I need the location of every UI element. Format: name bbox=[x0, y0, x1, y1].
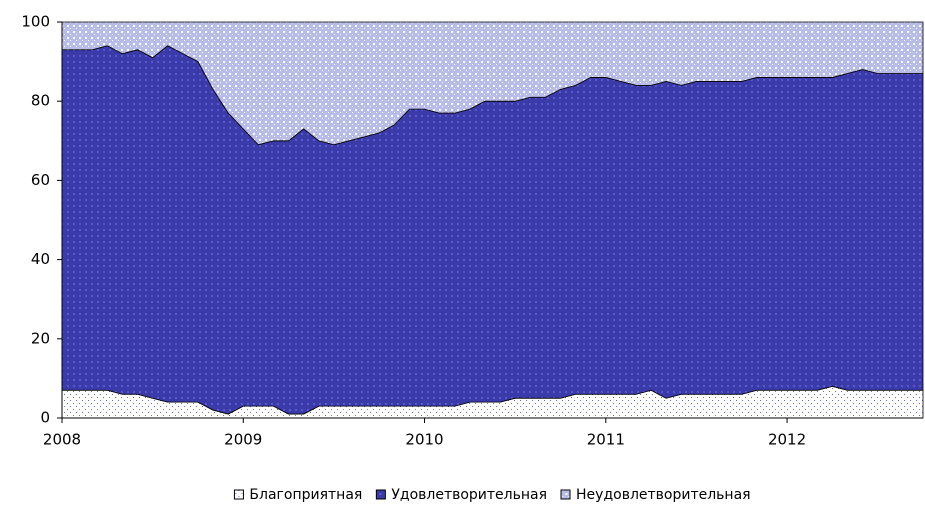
y-tick-label: 60 bbox=[31, 171, 50, 189]
x-tick-label: 2011 bbox=[587, 431, 625, 449]
x-tick-label: 2012 bbox=[768, 431, 806, 449]
y-tick-label: 80 bbox=[31, 92, 50, 110]
legend-swatch bbox=[375, 489, 386, 500]
legend-swatch bbox=[233, 489, 244, 500]
legend-swatch bbox=[560, 489, 571, 500]
y-tick-label: 40 bbox=[31, 250, 50, 268]
y-tick-label: 100 bbox=[21, 13, 50, 31]
legend: Благоприятная Удовлетворительная Неудовлет… bbox=[233, 487, 751, 503]
legend-label: Благоприятная bbox=[249, 487, 362, 503]
y-tick-label: 0 bbox=[40, 409, 50, 427]
y-tick-label: 20 bbox=[31, 329, 50, 347]
legend-label: Удовлетворительная bbox=[391, 487, 547, 503]
x-tick-label: 2009 bbox=[224, 431, 262, 449]
x-tick-label: 2010 bbox=[405, 431, 443, 449]
legend-label: Неудовлетворительная bbox=[576, 487, 751, 503]
x-tick-label: 2008 bbox=[43, 431, 81, 449]
area bbox=[61, 21, 924, 146]
